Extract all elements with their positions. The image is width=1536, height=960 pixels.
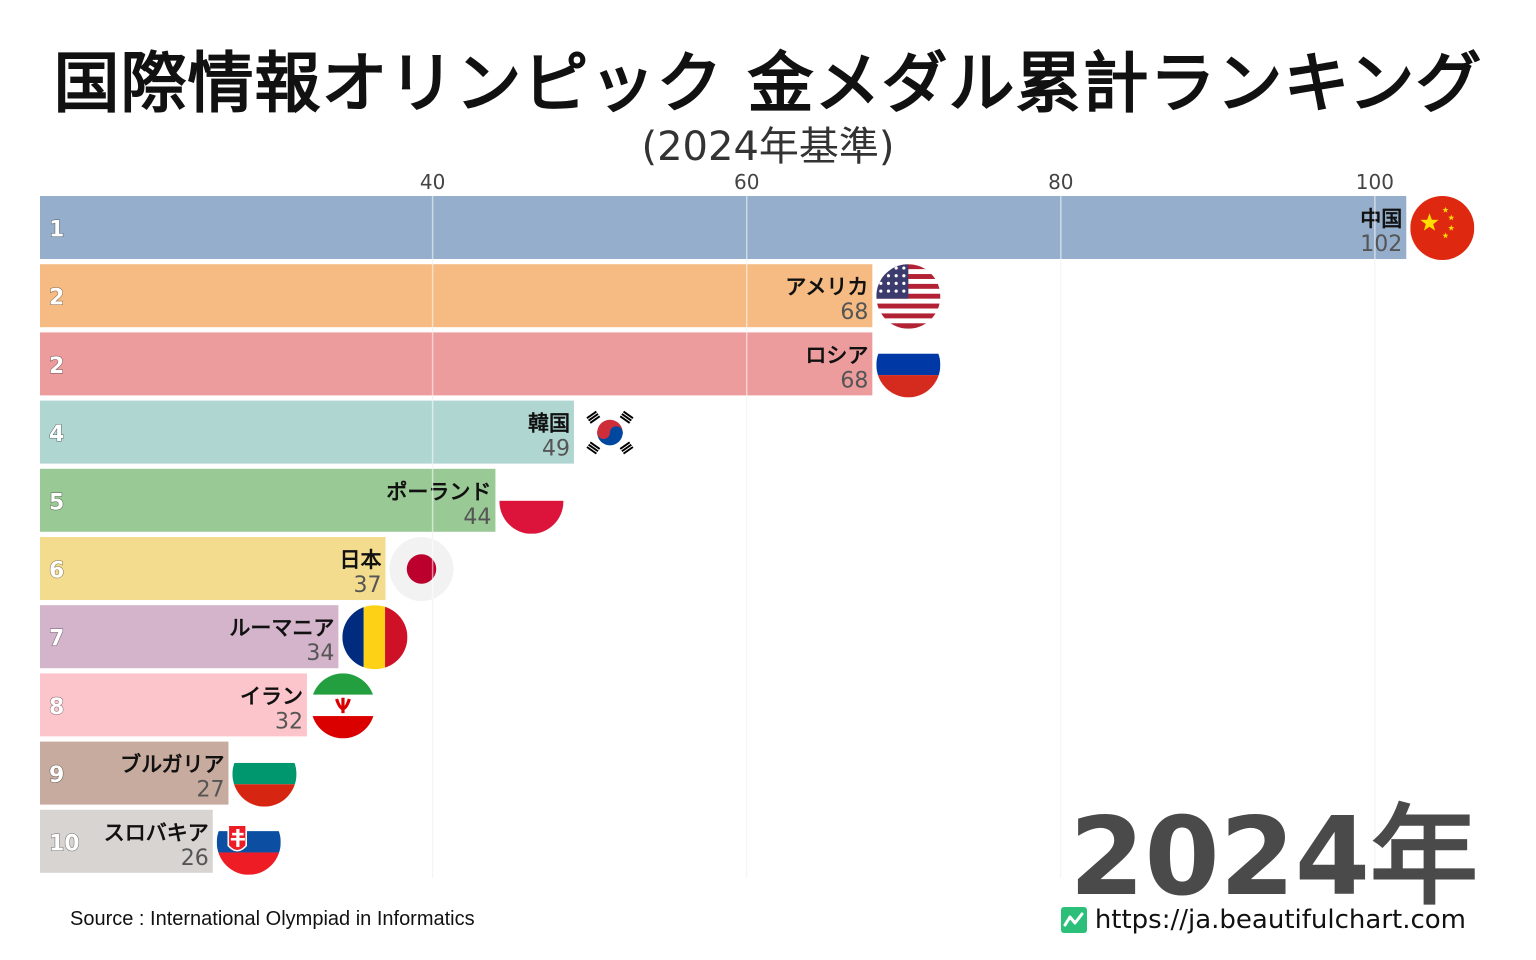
- poland-flag-icon: [499, 468, 564, 534]
- year-label: 2024年: [1069, 795, 1478, 920]
- chart-title: 国際情報オリンピック 金メダル累計ランキング: [53, 45, 1483, 122]
- bar: [40, 468, 496, 532]
- x-tick-label: 40: [420, 170, 445, 194]
- bar: [40, 264, 873, 328]
- bar: [40, 605, 339, 669]
- value-label: 26: [181, 846, 209, 871]
- site-url: https://ja.beautifulchart.com: [1094, 905, 1466, 935]
- rank-label: 9: [49, 763, 64, 788]
- rank-label: 2: [49, 354, 64, 379]
- value-label: 102: [1360, 232, 1402, 257]
- site-link[interactable]: https://ja.beautifulchart.com: [1060, 905, 1466, 935]
- x-tick-label: 80: [1048, 170, 1073, 194]
- rank-label: 7: [49, 627, 64, 652]
- value-label: 68: [840, 368, 868, 393]
- rank-label: 5: [49, 490, 64, 515]
- iran-flag-icon: [310, 673, 375, 739]
- usa-flag-icon: [876, 264, 941, 329]
- russia-flag-icon: [876, 332, 941, 398]
- bar: [40, 809, 213, 873]
- bar: [40, 332, 873, 396]
- rank-label: 10: [49, 831, 80, 856]
- country-label: アメリカ: [785, 275, 868, 299]
- value-label: 37: [354, 573, 382, 598]
- country-label: イラン: [240, 684, 303, 708]
- chart-logo-icon: [1060, 907, 1087, 933]
- rank-label: 1: [49, 218, 64, 243]
- country-label: 日本: [340, 548, 382, 572]
- country-label: スロバキア: [104, 821, 209, 845]
- country-label: ロシア: [805, 343, 868, 367]
- bar: [40, 741, 229, 805]
- x-tick-label: 100: [1356, 170, 1394, 194]
- value-label: 27: [196, 778, 224, 803]
- source-note: Source : International Olympiad in Infor…: [70, 908, 475, 930]
- country-label: ポーランド: [386, 480, 491, 504]
- chart-subtitle: (2024年基準): [641, 124, 895, 170]
- value-label: 49: [542, 437, 570, 462]
- bulgaria-flag-icon: [232, 741, 297, 807]
- value-label: 34: [306, 641, 334, 666]
- country-label: 韓国: [528, 412, 570, 436]
- rank-label: 4: [49, 422, 64, 447]
- china-flag-icon: [1410, 196, 1475, 260]
- bar: [40, 400, 574, 464]
- romania-flag-icon: [342, 605, 408, 670]
- bar: [40, 673, 307, 737]
- rank-label: 2: [49, 286, 64, 311]
- rank-label: 8: [49, 695, 64, 720]
- value-label: 44: [463, 505, 491, 530]
- country-label: ルーマニア: [229, 616, 334, 640]
- value-label: 32: [275, 709, 303, 734]
- rank-label: 6: [49, 559, 64, 584]
- country-label: ブルガリア: [120, 753, 224, 777]
- bar: [40, 537, 386, 600]
- bar: [40, 196, 1407, 259]
- value-label: 68: [840, 300, 868, 325]
- x-tick-label: 60: [734, 170, 759, 194]
- slovakia-flag-icon: [216, 809, 281, 875]
- japan-flag-icon: [389, 537, 454, 601]
- south-korea-flag-icon: [577, 400, 642, 465]
- country-label: 中国: [1360, 207, 1402, 231]
